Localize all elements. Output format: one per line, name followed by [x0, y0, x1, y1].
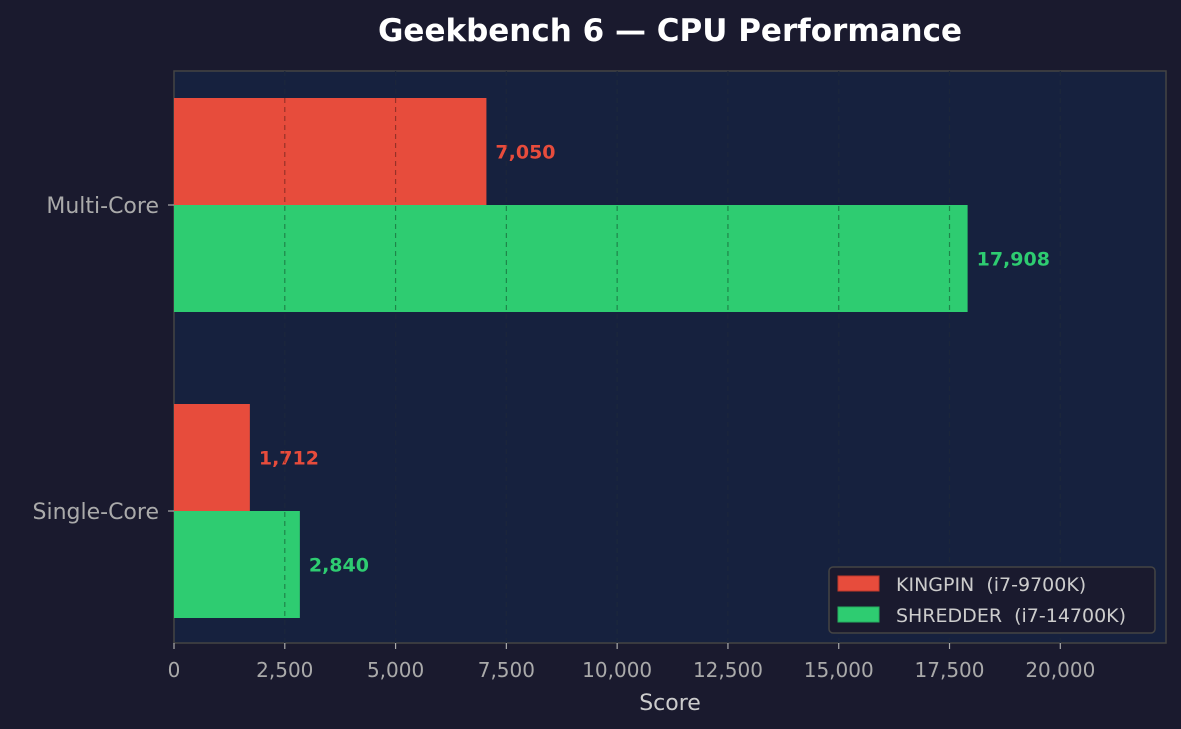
- x-axis-label: Score: [639, 691, 701, 716]
- x-tick-label: 2,500: [256, 658, 313, 682]
- y-axis: Multi-Core Single-Core: [33, 194, 174, 525]
- x-tick-label: 20,000: [1025, 658, 1095, 682]
- chart-title: Geekbench 6 — CPU Performance: [378, 13, 962, 49]
- y-tick-label: Single-Core: [33, 500, 160, 525]
- data-label: 7,050: [495, 142, 555, 164]
- data-label: 1,712: [259, 448, 319, 470]
- legend-label-kingpin: KINGPIN (i7-9700K): [896, 574, 1086, 596]
- bar-kingpin-single-core: [174, 404, 250, 511]
- x-tick-label: 5,000: [367, 658, 424, 682]
- bar-shredder-single-core: [174, 511, 300, 618]
- x-tick-label: 15,000: [804, 658, 874, 682]
- legend-swatch-kingpin: [837, 575, 880, 592]
- x-tick-label: 17,500: [915, 658, 985, 682]
- bar-shredder-multi-core: [174, 205, 968, 312]
- y-tick-label: Multi-Core: [46, 194, 159, 219]
- x-tick-label: 10,000: [582, 658, 652, 682]
- legend-swatch-shredder: [837, 606, 880, 623]
- bar-kingpin-multi-core: [174, 98, 487, 205]
- x-tick-label: 7,500: [478, 658, 535, 682]
- legend: KINGPIN (i7-9700K) SHREDDER (i7-14700K): [828, 566, 1156, 634]
- bars: 7,050 17,908 1,712 2,840: [174, 98, 1050, 618]
- data-label: 2,840: [309, 555, 369, 577]
- x-tick-label: 12,500: [693, 658, 763, 682]
- legend-label-shredder: SHREDDER (i7-14700K): [896, 605, 1126, 627]
- x-tick-label: 0: [168, 658, 181, 682]
- x-axis: 0 2,500 5,000 7,500 10,000 12,500 15,000 17,500…: [168, 643, 1095, 682]
- data-label: 17,908: [977, 249, 1050, 271]
